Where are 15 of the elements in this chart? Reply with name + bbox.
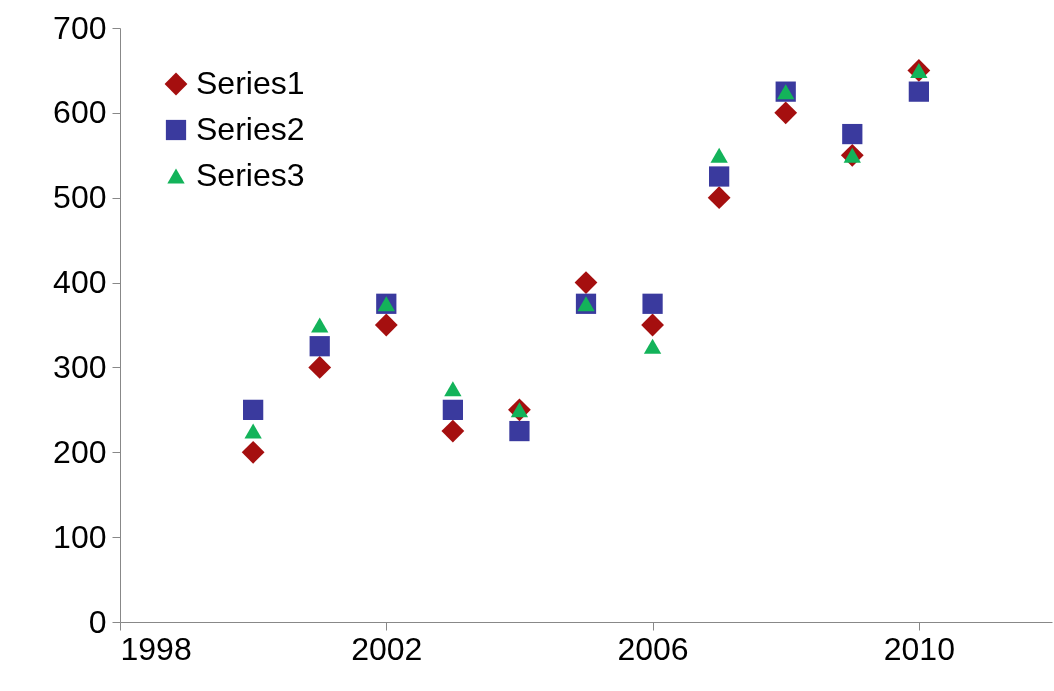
y-tick-label: 400: [53, 264, 107, 301]
y-tick-label: 100: [53, 518, 107, 555]
y-tick-label: 300: [53, 348, 107, 385]
x-tick-label: 2010: [883, 630, 955, 667]
x-tick-label: 2006: [617, 630, 689, 667]
y-tick-label: 600: [53, 94, 107, 131]
legend-label: Series2: [196, 111, 305, 147]
y-tick-label: 200: [53, 433, 107, 470]
x-tick-label: 2002: [351, 630, 423, 667]
y-tick-label: 500: [53, 179, 107, 216]
legend-label: Series3: [196, 157, 305, 193]
x-tick-label: 1998: [120, 630, 192, 667]
y-tick-label: 0: [88, 603, 107, 640]
y-tick-label: 700: [53, 9, 107, 46]
legend-label: Series1: [196, 65, 305, 101]
